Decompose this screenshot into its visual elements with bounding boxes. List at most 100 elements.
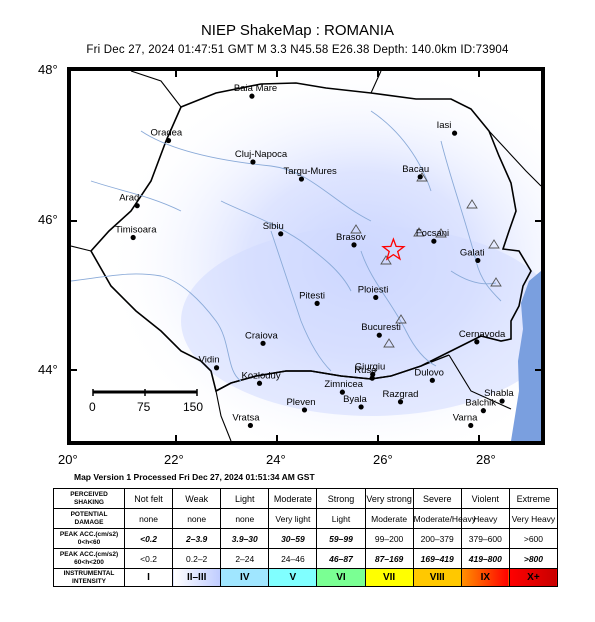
city-dot [376,332,382,338]
city-dot [301,407,308,413]
scale-bar [92,389,198,396]
city-dot [351,242,357,248]
city-label: Timisoara [115,225,157,236]
damage-cell: Moderate/Heavy [412,508,476,529]
city-label: Pleven [286,397,315,408]
danube-border [215,354,450,392]
shaking-cell: Weak [172,488,222,509]
country-borders [71,71,541,441]
lat-label-48: 48° [38,62,58,77]
acc-shallow-cell: 3.9–30 [220,528,270,549]
city-dot [417,174,423,180]
city-dot [373,294,379,301]
seismic-stations [350,172,502,348]
damage-cell: Very Heavy [508,508,559,529]
station-triangle-icon [490,277,502,287]
shaking-cell: Extreme [508,488,559,509]
city-dot [314,300,320,306]
city-dot [130,234,136,241]
city-label: Dulovo [414,367,444,378]
intensity-cell: II–III [172,568,222,587]
intensity-cell: V [268,568,318,587]
legend-header-acc-shallow: PEAK ACC.(cm/s2) 0<h<60 [53,528,125,549]
city-dot [358,404,364,410]
intensity-legend: PERCEIVED SHAKING Not felt Weak Light Mod… [53,488,559,587]
city-label: Razgrad [383,389,419,400]
legend-header-shaking: PERCEIVED SHAKING [53,488,125,509]
city-label: Cluj-Napoca [235,149,288,160]
station-triangle-icon [350,224,362,234]
shaking-cell: Moderate [268,488,318,509]
city-label: Iasi [437,120,452,131]
city-dot [249,93,255,99]
city-dot [451,130,458,136]
acc-shallow-cell: 30–59 [268,528,318,549]
rivers [71,110,502,382]
legend-header-damage: POTENTIAL DAMAGE [53,508,125,529]
city-label: Shabla [484,388,514,399]
damage-cell: Light [316,508,366,529]
city-dot [298,176,305,182]
acc-deep-cell: >800 [508,548,559,569]
city-dot [468,422,474,429]
lon-label-28: 28° [476,452,496,467]
legend-row-shaking: PERCEIVED SHAKING Not felt Weak Light Mod… [53,488,559,509]
acc-shallow-cell: 59–99 [316,528,366,549]
lon-label-22: 22° [164,452,184,467]
city-label: Pitesti [299,290,325,301]
city-label: Byala [343,394,367,405]
damage-cell: Moderate [364,508,414,529]
map-version: Map Version 1 Processed Fri Dec 27, 2024… [74,472,315,482]
acc-shallow-cell: 200–379 [412,528,462,549]
lat-label-46: 46° [38,212,58,227]
city-dot [250,159,256,165]
damage-cell: none [220,508,270,529]
acc-shallow-cell: 99–200 [364,528,414,549]
city-dot [369,375,375,381]
legend-row-damage: POTENTIAL DAMAGE none none none Very ligh… [53,508,559,529]
city-label: Galati [460,247,485,258]
scale-label-0: 0 [89,400,96,414]
city-dot [474,339,480,345]
city-dot [165,137,172,144]
city-label: Baia Mare [234,83,277,94]
cities-layer: Baia Mare Oradea Cluj-Napoca Targu-Mures Ias… [115,83,514,429]
city-label: Ploiesti [358,284,389,295]
lon-label-20: 20° [58,452,78,467]
scale-label-150: 150 [183,400,203,414]
shaking-cell: Severe [412,488,462,509]
city-label: Zimnicea [324,379,363,390]
city-label: Varna [453,412,478,423]
lat-label-44: 44° [38,362,58,377]
legend-header-intensity: INSTRUMENTAL INTENSITY [53,568,125,587]
graticule-ticks [71,71,541,441]
intensity-cell: I [123,568,174,587]
map-canvas: Baia Mare Oradea Cluj-Napoca Targu-Mures Ias… [71,71,541,441]
acc-deep-cell: 169–419 [412,548,462,569]
scale-label-75: 75 [137,400,151,414]
station-triangle-icon [413,227,425,237]
city-dot [256,380,263,386]
city-label: Balchik [465,398,496,409]
legend-row-intensity: INSTRUMENTAL INTENSITY I II–III IV V VI V… [53,568,559,587]
shaking-cell: Not felt [123,488,174,509]
city-dot [339,389,345,395]
acc-deep-cell: 0.2–2 [172,548,222,569]
city-label: Vidin [199,355,220,366]
black-sea [511,271,541,441]
epicenter-star-icon [381,237,406,261]
acc-deep-cell: 2–24 [220,548,270,569]
city-dot [431,238,437,244]
city-label: Focsani [416,228,449,239]
city-label: Targu-Mures [283,166,337,177]
shakemap-panel[interactable]: Baia Mare Oradea Cluj-Napoca Targu-Mures Ias… [67,67,545,445]
city-dot [260,340,266,346]
shaking-field-core [181,226,541,416]
station-triangle-icon [466,199,478,209]
damage-cell: none [123,508,174,529]
station-triangle-icon [380,255,392,265]
acc-shallow-cell: 2–3.9 [172,528,222,549]
acc-shallow-cell: >600 [508,528,559,549]
acc-deep-cell: 24–46 [268,548,318,569]
romania-border [90,82,532,393]
